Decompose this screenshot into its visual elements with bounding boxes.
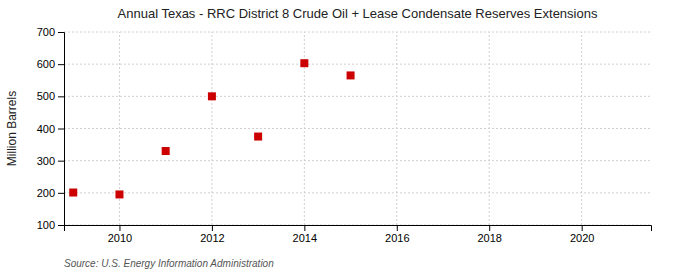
x-tick-mark [582,225,583,231]
x-tick-label: 2020 [570,232,594,244]
point [69,189,77,197]
y-tick-label: 500 [37,90,55,102]
source-note: Source: U.S. Energy Information Administ… [64,258,274,269]
y-tick: 300 [37,155,64,167]
grid [64,32,651,225]
y-tick-mark [58,225,64,226]
point [300,59,308,67]
y-tick-label: 400 [37,123,55,135]
x-tick-label: 2010 [108,232,132,244]
y-tick-label: 700 [37,26,55,38]
x-tick-mark [397,225,398,231]
x-tick-mark [489,225,490,231]
grid-line-y [64,64,651,65]
y-tick: 500 [37,90,64,102]
y-tick-label: 600 [37,58,55,70]
y-tick-label: 100 [37,219,55,231]
y-axis-label: Million Barrels [5,91,19,166]
x-axis: 2010 2012 2014 2016 2018 2020 [65,225,652,244]
chart-container: 2010 2012 2014 2016 2018 2020 100 200 300 400 500 6… [0,0,675,275]
x-tick: 2016 [385,225,409,244]
grid-line-y [64,32,651,33]
x-tick-label: 2014 [293,232,317,244]
y-tick: 200 [37,187,64,199]
x-tick-mark [119,225,120,231]
x-tick-label: 2016 [385,232,409,244]
grid-line-y [64,160,651,161]
grid-line-y [64,96,651,97]
y-tick-label: 200 [37,187,55,199]
point [208,92,216,100]
y-tick-mark [58,64,64,65]
y-tick: 600 [37,58,64,70]
point [347,71,355,79]
point [254,133,262,141]
y-tick: 700 [37,26,64,38]
grid-line-y [64,128,651,129]
chart-svg: 2010 2012 2014 2016 2018 2020 100 200 300 400 500 6… [0,0,675,275]
y-tick-mark [58,129,64,130]
x-tick-label: 2018 [477,232,501,244]
x-tick-label: 2012 [200,232,224,244]
x-tick: 2020 [570,225,594,244]
x-tick: 2010 [108,225,132,244]
y-tick-label: 300 [37,155,55,167]
x-tick-mark [212,225,213,231]
x-tick: 2018 [477,225,501,244]
points [69,59,354,198]
y-tick-mark [58,193,64,194]
y-tick: 400 [37,123,64,135]
y-tick: 100 [37,219,64,231]
x-tick: 2014 [293,225,317,244]
point [162,147,170,155]
y-tick-mark [58,32,64,33]
title: Annual Texas - RRC District 8 Crude Oil … [118,6,598,21]
point [115,190,123,198]
x-tick-mark [304,225,305,231]
grid-line-y [64,192,651,193]
y-axis-line [58,33,65,226]
y-tick-mark [58,96,64,97]
y-tick-mark [58,161,64,162]
y-axis: 100 200 300 400 500 600 700 [37,26,65,231]
x-tick: 2012 [200,225,224,244]
x-axis-line [65,226,652,232]
